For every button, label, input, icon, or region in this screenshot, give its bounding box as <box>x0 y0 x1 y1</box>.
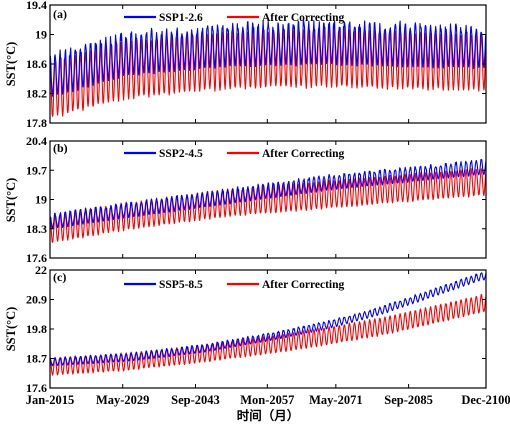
panel-a: (a) 17.8 18.2 18.6 19 19.4 SST(°C) SSP1-2.6 … <box>4 0 487 130</box>
corrected-series-line <box>50 293 486 376</box>
ytick-label: 19.4 <box>26 0 47 12</box>
corrected-series-line <box>50 27 486 117</box>
xtick-label: Sep-2085 <box>384 393 433 407</box>
legend-c-corr-label: After Correcting <box>262 279 345 291</box>
panel-a-series <box>50 20 486 117</box>
panel-b-series <box>50 158 486 243</box>
panel-c-ylabel: SST(°C) <box>4 307 18 352</box>
xtick-label: Dec-2100 <box>461 393 510 407</box>
ytick-label: 20.4 <box>26 134 47 148</box>
scenario-series-line <box>50 272 486 367</box>
xtick-label: Mon-2057 <box>240 393 294 407</box>
panel-b-yticks: 17.6 18.3 19 19.7 20.4 <box>26 134 486 265</box>
panel-c-series <box>50 272 486 376</box>
panel-b: (b) 17.6 18.3 19 19.7 20.4 SST(°C) SSP2-4.5 … <box>4 134 487 265</box>
panel-c-yticks: 17.6 18.7 19.8 20.9 22 <box>26 263 486 395</box>
panel-a-ylabel: SST(°C) <box>4 42 18 87</box>
ytick-label: 18.2 <box>26 87 47 101</box>
panel-c: (c) 17.6 18.7 19.8 20.9 22 SST(°C) SSP5-8.5 … <box>4 263 510 423</box>
xtick-label: May-2071 <box>309 393 362 407</box>
legend-b-ssp-label: SSP2-4.5 <box>159 148 203 160</box>
ytick-label: 17.6 <box>26 381 47 395</box>
legend-a-corr-label: After Correcting <box>262 12 345 24</box>
panel-a-tag: (a) <box>53 7 67 21</box>
ytick-label: 18.7 <box>26 352 47 366</box>
legend-c-ssp-label: SSP5-8.5 <box>159 279 203 291</box>
ytick-label: 19 <box>35 193 47 207</box>
ytick-label: 19 <box>35 28 47 42</box>
panel-b-xticks <box>49 141 487 258</box>
ytick-label: 17.8 <box>26 116 47 130</box>
legend-a-ssp-label: SSP1-2.6 <box>159 12 203 24</box>
panel-b-legend: SSP2-4.5 After Correcting <box>124 148 345 160</box>
panel-c-xticks <box>49 270 487 388</box>
corrected-series-line <box>50 168 486 243</box>
x-axis-label: 时间（月） <box>237 408 300 423</box>
xtick-label: Sep-2043 <box>171 393 220 407</box>
ytick-label: 20.9 <box>26 293 47 307</box>
ytick-label: 19.7 <box>26 163 47 177</box>
panel-a-legend: SSP1-2.6 After Correcting <box>124 12 345 24</box>
panel-c-xtick-labels: Jan-2015 May-2029 Sep-2043 Mon-2057 May-2071… <box>26 393 510 407</box>
panel-c-tag: (c) <box>53 270 66 284</box>
ytick-label: 19.8 <box>26 322 47 336</box>
ytick-label: 18.6 <box>26 57 47 71</box>
ytick-label: 22 <box>35 263 47 277</box>
legend-b-corr-label: After Correcting <box>262 148 345 160</box>
ytick-label: 18.3 <box>26 222 47 236</box>
scenario-series-line <box>50 20 486 97</box>
panel-c-legend: SSP5-8.5 After Correcting <box>124 279 345 291</box>
panel-b-ylabel: SST(°C) <box>4 178 18 223</box>
panel-b-tag: (b) <box>53 141 68 155</box>
xtick-label: May-2029 <box>96 393 149 407</box>
scenario-series-line <box>50 158 486 230</box>
xtick-label: Jan-2015 <box>26 393 75 407</box>
panel-a-xticks <box>49 5 487 123</box>
ytick-label: 17.6 <box>26 251 47 265</box>
panel-a-yticks: 17.8 18.2 18.6 19 19.4 <box>26 0 486 130</box>
